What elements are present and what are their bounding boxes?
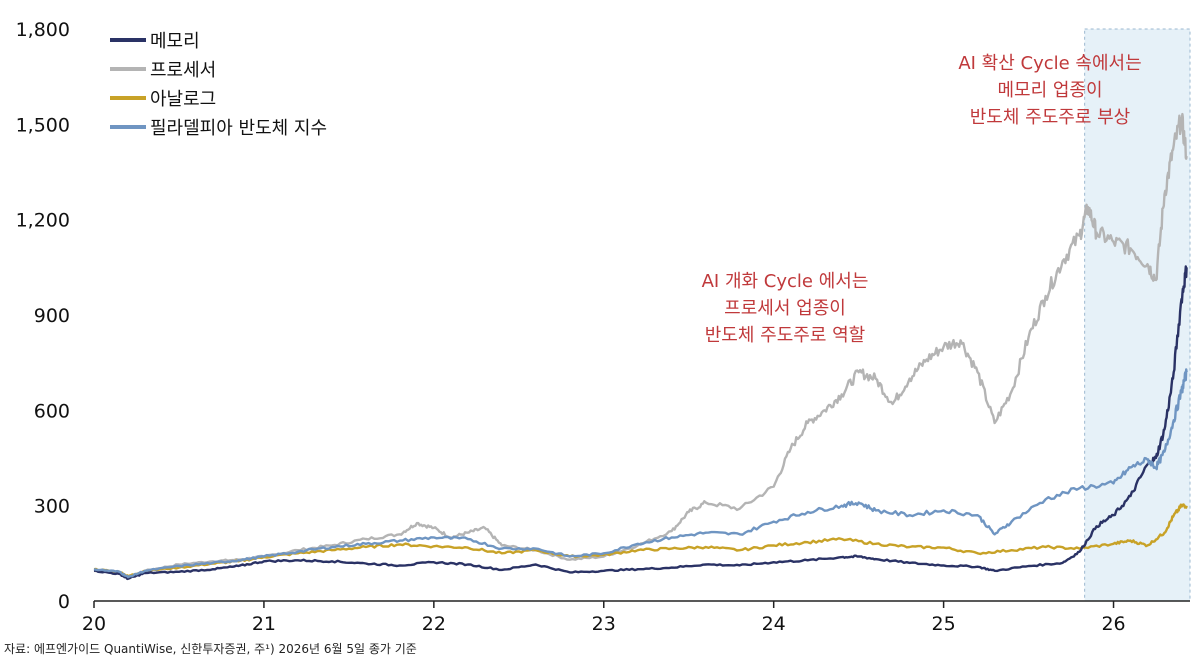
series-line <box>93 368 1188 579</box>
x-axis: 20 21 22 23 24 25 26 <box>82 600 1190 635</box>
x-tick-label: 25 <box>932 613 956 635</box>
annotation-line: 반도체 주도주로 부상 <box>970 107 1130 128</box>
y-tick-label: 0 <box>58 591 70 613</box>
legend-label: 프로세서 <box>150 60 216 81</box>
legend-label: 메모리 <box>150 31 200 52</box>
x-tick-label: 21 <box>252 613 276 635</box>
y-tick-label: 300 <box>34 496 70 518</box>
x-tick-label: 24 <box>762 613 786 635</box>
y-tick-label: 1,800 <box>16 19 70 41</box>
y-tick-label: 900 <box>34 305 70 327</box>
source-note: 자료: 에프엔가이드 QuantiWise, 신한투자증권, 주¹) 2026년… <box>4 642 417 656</box>
y-tick-label: 1,500 <box>16 114 70 136</box>
series-line <box>93 112 1188 580</box>
series-lines <box>93 112 1188 581</box>
legend-label: 아날로그 <box>150 89 216 110</box>
x-tick-label: 20 <box>82 613 106 635</box>
annotation-line: 프로세서 업종이 <box>724 298 846 319</box>
y-axis: 0 300 600 900 1,200 1,500 1,800 <box>16 19 70 613</box>
y-tick-label: 1,200 <box>16 210 70 232</box>
x-tick-label: 22 <box>422 613 446 635</box>
series-line <box>93 265 1188 581</box>
x-tick-label: 26 <box>1101 613 1125 635</box>
annotation-line: AI 확산 Cycle 속에서는 <box>958 53 1141 74</box>
legend-label: 필라델피아 반도체 지수 <box>150 118 327 139</box>
annotation-line: 반도체 주도주로 역할 <box>705 325 865 346</box>
annotation-line: AI 개화 Cycle 에서는 <box>702 271 869 292</box>
x-tick-label: 23 <box>592 613 616 635</box>
line-chart: 0 300 600 900 1,200 1,500 1,800 20 21 22 23 24 25 26… <box>16 19 1191 635</box>
y-tick-label: 600 <box>34 400 70 422</box>
annotation-line: 메모리 업종이 <box>997 80 1102 101</box>
highlight-band <box>1084 28 1191 602</box>
